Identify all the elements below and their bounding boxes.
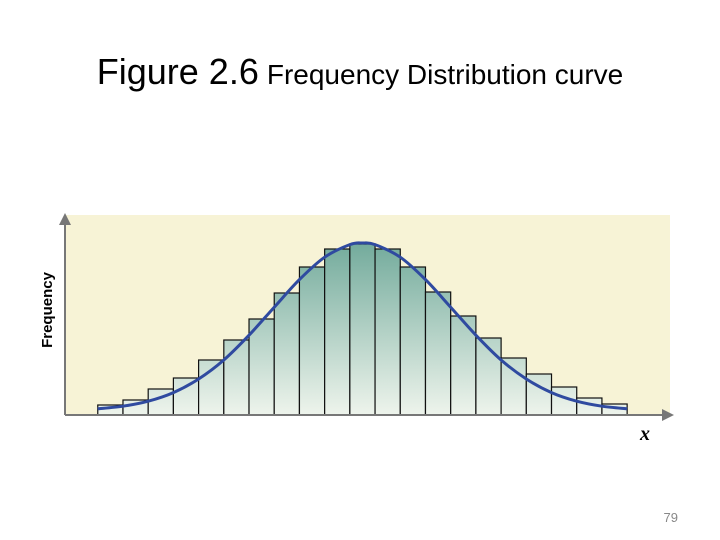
chart-title: Frequency Distribution curve <box>267 59 623 90</box>
bar <box>424 291 452 416</box>
slide-number: 79 <box>664 510 678 525</box>
bar <box>273 292 301 416</box>
bar <box>500 357 527 416</box>
curve <box>97 241 628 411</box>
bar <box>298 266 326 416</box>
bar <box>172 377 200 416</box>
bar <box>198 359 225 416</box>
bar <box>349 243 376 416</box>
bar <box>324 248 351 416</box>
x-axis-label: x <box>639 423 650 445</box>
bar <box>475 337 502 416</box>
plot <box>59 213 674 421</box>
bar <box>374 248 401 416</box>
bar <box>223 339 250 416</box>
bar <box>248 318 275 416</box>
bar <box>399 266 427 416</box>
figure-label: Figure 2.6 <box>97 51 259 92</box>
y-axis-label: Frequency <box>39 271 56 348</box>
slide-title: Figure 2.6 Frequency Distribution curve <box>97 51 623 92</box>
